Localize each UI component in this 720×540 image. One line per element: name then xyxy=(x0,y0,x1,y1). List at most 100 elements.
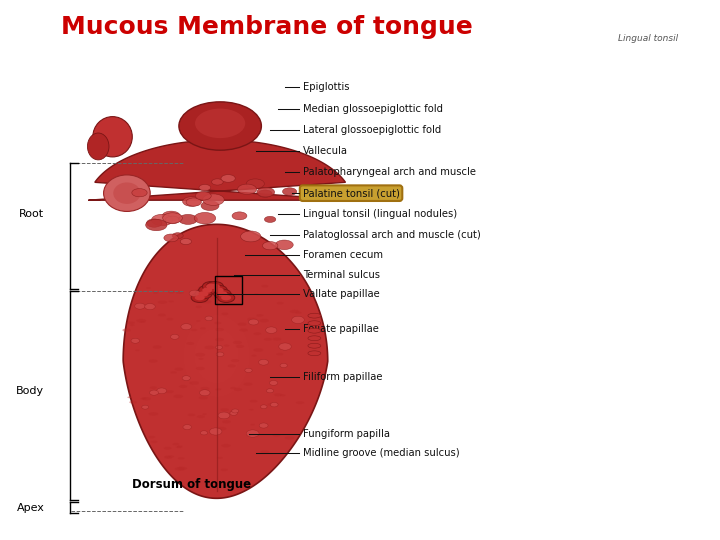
Ellipse shape xyxy=(166,216,179,224)
Ellipse shape xyxy=(151,441,158,443)
Ellipse shape xyxy=(164,234,179,242)
Ellipse shape xyxy=(146,219,162,227)
Ellipse shape xyxy=(257,187,274,197)
Ellipse shape xyxy=(129,401,137,404)
Ellipse shape xyxy=(199,390,210,396)
Ellipse shape xyxy=(210,428,222,435)
Ellipse shape xyxy=(282,188,297,195)
Ellipse shape xyxy=(130,324,135,326)
Ellipse shape xyxy=(259,423,268,428)
Ellipse shape xyxy=(194,212,216,224)
Ellipse shape xyxy=(308,343,321,348)
Ellipse shape xyxy=(197,286,207,290)
Text: Foliate papillae: Foliate papillae xyxy=(302,324,379,334)
Ellipse shape xyxy=(261,405,267,409)
Ellipse shape xyxy=(174,395,183,398)
Ellipse shape xyxy=(210,285,228,295)
Ellipse shape xyxy=(132,188,147,197)
Ellipse shape xyxy=(199,396,208,400)
Ellipse shape xyxy=(183,197,201,206)
Ellipse shape xyxy=(127,321,135,324)
Ellipse shape xyxy=(253,434,258,436)
Ellipse shape xyxy=(140,321,145,323)
Ellipse shape xyxy=(280,394,286,396)
Ellipse shape xyxy=(231,359,239,362)
Ellipse shape xyxy=(276,302,284,305)
Ellipse shape xyxy=(171,371,177,374)
Ellipse shape xyxy=(157,388,166,394)
Ellipse shape xyxy=(202,194,224,205)
Ellipse shape xyxy=(195,289,212,299)
Ellipse shape xyxy=(158,314,166,316)
Ellipse shape xyxy=(235,345,244,348)
Ellipse shape xyxy=(308,328,321,333)
Ellipse shape xyxy=(135,349,140,351)
Ellipse shape xyxy=(174,368,184,371)
Ellipse shape xyxy=(212,296,221,299)
Text: Epiglottis: Epiglottis xyxy=(302,82,349,92)
Ellipse shape xyxy=(158,300,167,304)
Ellipse shape xyxy=(145,303,156,309)
Ellipse shape xyxy=(168,291,175,293)
Ellipse shape xyxy=(163,447,171,450)
Ellipse shape xyxy=(186,342,194,345)
Ellipse shape xyxy=(171,334,179,339)
Ellipse shape xyxy=(200,327,206,329)
Ellipse shape xyxy=(214,287,224,293)
Ellipse shape xyxy=(308,321,321,326)
Ellipse shape xyxy=(196,306,202,308)
Ellipse shape xyxy=(148,359,158,363)
Ellipse shape xyxy=(148,412,158,416)
Ellipse shape xyxy=(151,214,173,226)
Ellipse shape xyxy=(192,293,208,302)
Ellipse shape xyxy=(200,387,210,390)
Ellipse shape xyxy=(232,212,247,220)
Ellipse shape xyxy=(202,287,212,293)
Ellipse shape xyxy=(254,293,258,295)
Ellipse shape xyxy=(206,281,223,291)
Ellipse shape xyxy=(179,385,187,388)
Ellipse shape xyxy=(104,175,150,212)
Ellipse shape xyxy=(264,338,272,341)
Ellipse shape xyxy=(140,398,145,400)
Ellipse shape xyxy=(308,313,321,318)
Ellipse shape xyxy=(178,457,184,460)
Text: Palatoglossal arch and muscle (cut): Palatoglossal arch and muscle (cut) xyxy=(302,230,480,240)
Ellipse shape xyxy=(249,409,254,410)
Ellipse shape xyxy=(176,446,182,448)
Ellipse shape xyxy=(150,390,158,395)
Ellipse shape xyxy=(136,319,146,322)
Ellipse shape xyxy=(273,338,282,341)
Ellipse shape xyxy=(183,315,250,397)
Ellipse shape xyxy=(199,358,204,360)
Ellipse shape xyxy=(270,402,278,407)
Ellipse shape xyxy=(143,397,148,399)
Ellipse shape xyxy=(218,412,230,419)
Ellipse shape xyxy=(258,360,269,365)
Ellipse shape xyxy=(308,336,321,341)
Ellipse shape xyxy=(275,240,293,249)
Ellipse shape xyxy=(263,241,278,250)
Ellipse shape xyxy=(150,386,157,389)
Ellipse shape xyxy=(215,338,224,341)
Ellipse shape xyxy=(214,289,231,299)
Ellipse shape xyxy=(253,332,261,335)
Text: Dorsum of tongue: Dorsum of tongue xyxy=(132,478,251,491)
Ellipse shape xyxy=(280,363,287,368)
Ellipse shape xyxy=(264,217,276,222)
Ellipse shape xyxy=(194,328,239,383)
Ellipse shape xyxy=(176,291,184,294)
Text: Palatine tonsil (cut): Palatine tonsil (cut) xyxy=(302,188,400,198)
Ellipse shape xyxy=(276,353,284,355)
Ellipse shape xyxy=(168,455,174,457)
Ellipse shape xyxy=(217,427,226,430)
Ellipse shape xyxy=(215,388,221,390)
Ellipse shape xyxy=(220,468,228,471)
Ellipse shape xyxy=(163,213,182,223)
Ellipse shape xyxy=(266,327,277,333)
Text: Lateral glossoepiglottic fold: Lateral glossoepiglottic fold xyxy=(302,125,441,136)
Ellipse shape xyxy=(178,467,187,470)
Ellipse shape xyxy=(122,328,131,332)
Ellipse shape xyxy=(251,424,255,426)
Bar xyxy=(215,276,243,305)
